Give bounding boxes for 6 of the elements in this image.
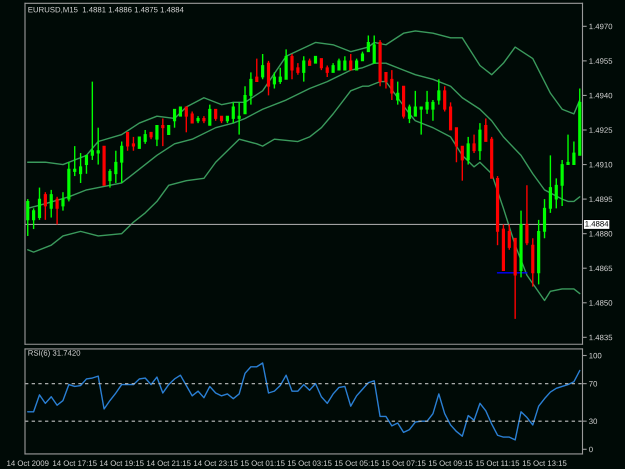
- candlestick: [167, 124, 170, 136]
- candlestick: [138, 136, 141, 149]
- line-series: [27, 30, 580, 166]
- candlestick: [102, 146, 106, 186]
- line-series: [27, 362, 580, 441]
- candlestick: [178, 106, 182, 117]
